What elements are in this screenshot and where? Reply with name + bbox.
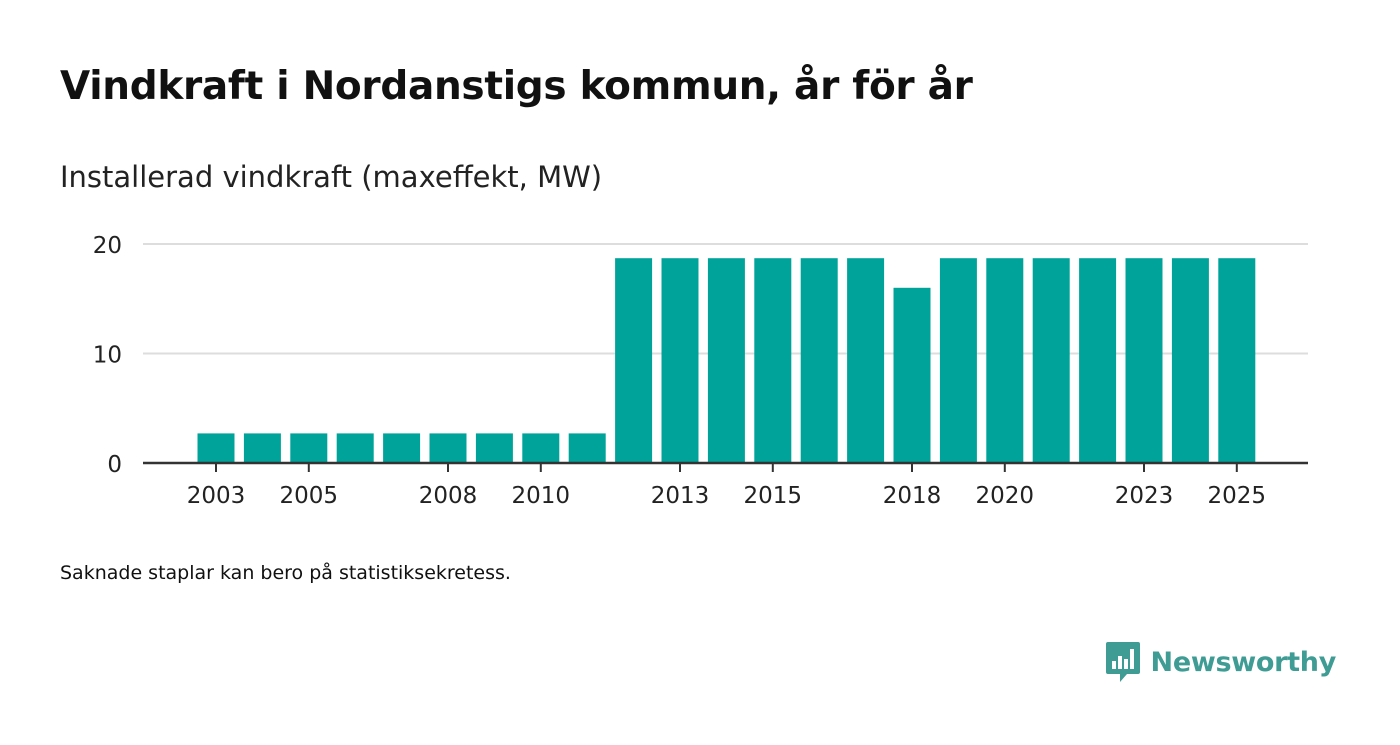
x-tick-label: 2023	[1115, 483, 1174, 509]
bar-2008	[429, 433, 467, 463]
bar-2021	[1032, 258, 1070, 463]
chart-subtitle: Installerad vindkraft (maxeffekt, MW)	[60, 160, 603, 194]
x-tick-label: 2018	[883, 483, 942, 509]
brand-logo: Newsworthy	[1105, 641, 1336, 683]
newsworthy-logo-icon	[1105, 642, 1140, 682]
bar-2024	[1171, 258, 1209, 463]
bar-2017	[847, 258, 885, 463]
bar-2009	[475, 433, 513, 463]
bar-2015	[754, 258, 792, 463]
x-tick-label: 2003	[187, 483, 246, 509]
bar-2014	[707, 258, 745, 463]
bar-chart: 0 10 20 2003 2005 2008 2010 2013 2015 2018 2020 202…	[93, 233, 1308, 509]
bar-2012	[615, 258, 653, 463]
bar-2004	[243, 433, 281, 463]
bar-2025	[1218, 258, 1256, 463]
bar-2019	[939, 258, 977, 463]
x-tick-label: 2008	[419, 483, 478, 509]
bars	[197, 258, 1256, 463]
bar-2006	[336, 433, 374, 463]
bar-2003	[197, 433, 235, 463]
tick-labels: 0 10 20 2003 2005 2008 2010 2013 2015 2018 2020 202…	[93, 233, 1266, 509]
axes	[143, 461, 1308, 472]
bar-2011	[568, 433, 606, 463]
bar-2023	[1125, 258, 1163, 463]
bar-2007	[383, 433, 421, 463]
bar-2018	[893, 287, 931, 463]
x-tick-label: 2025	[1208, 483, 1267, 509]
x-tick-label: 2020	[976, 483, 1035, 509]
bar-2016	[800, 258, 838, 463]
brand-name: Newsworthy	[1150, 646, 1337, 678]
bar-2013	[661, 258, 699, 463]
footnote: Saknade staplar kan bero på statistiksek…	[60, 562, 511, 584]
x-tick-label: 2010	[512, 483, 571, 509]
x-tick-label: 2013	[651, 483, 710, 509]
bar-2020	[986, 258, 1024, 463]
y-tick-label: 20	[93, 233, 122, 259]
bar-2005	[290, 433, 328, 463]
x-tick-label: 2005	[280, 483, 339, 509]
bar-2010	[522, 433, 560, 463]
y-tick-label: 10	[93, 343, 122, 369]
x-tick-label: 2015	[744, 483, 803, 509]
chart-title: Vindkraft i Nordanstigs kommun, år för å…	[60, 64, 973, 109]
y-tick-label: 0	[107, 452, 122, 478]
bar-2022	[1079, 258, 1117, 463]
